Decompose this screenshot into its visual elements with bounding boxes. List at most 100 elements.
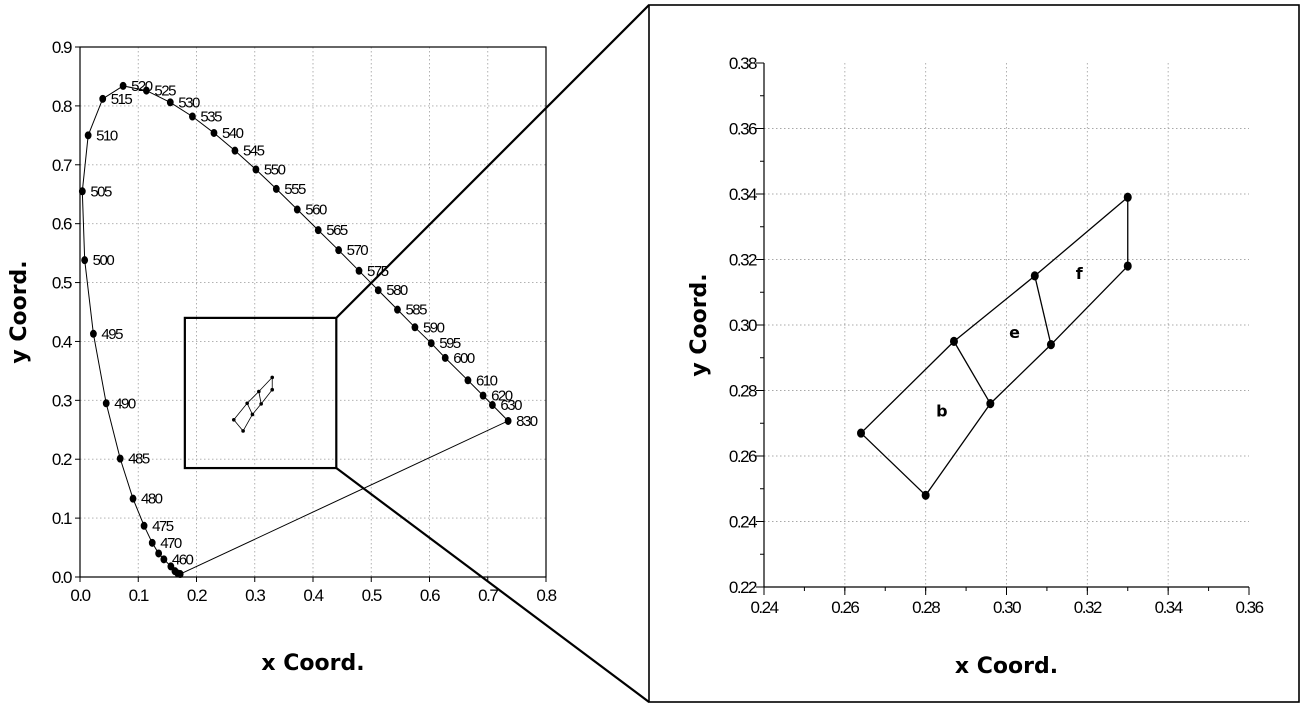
region-label-e: e [1009, 323, 1020, 342]
region-boundary-edge [1050, 265, 1129, 346]
x-tick-label: 0.1 [129, 586, 149, 605]
x-tick-label: 0.4 [303, 586, 323, 605]
wavelength-label: 510 [96, 127, 118, 144]
wavelength-label: 570 [347, 242, 369, 259]
wavelength-point [355, 266, 363, 275]
region-boundary-edge [1034, 196, 1129, 277]
mini-region-edge [260, 389, 273, 405]
wavelength-point [293, 205, 301, 214]
mini-region-edge [246, 403, 253, 415]
wavelength-point [489, 401, 496, 410]
y-tick-label: 0.1 [52, 509, 72, 528]
y-tick-label: 0.22 [729, 578, 757, 597]
mini-region-edge [242, 414, 253, 432]
wavelength-point [81, 256, 89, 265]
region-boundary-edge [953, 341, 991, 404]
wavelength-label: 575 [367, 263, 389, 280]
mini-region-edge [258, 391, 262, 404]
wavelength-label: 475 [152, 518, 174, 535]
mini-region-edge [258, 377, 273, 392]
y-tick-label: 0.34 [729, 185, 757, 204]
wavelength-label: 830 [516, 413, 538, 430]
mini-region-vertex [270, 375, 275, 380]
mini-region-vertex [259, 402, 263, 406]
wavelength-label: 515 [111, 91, 133, 108]
x-tick-label: 0.30 [993, 598, 1021, 617]
wavelength-point [140, 521, 148, 530]
wavelength-point [441, 353, 449, 362]
wavelength-label: 595 [439, 335, 461, 352]
x-tick-label: 0.3 [245, 586, 265, 605]
y-tick-label: 0.28 [729, 382, 757, 401]
y-axis-label: y Coord. [687, 273, 712, 376]
mini-region-vertex [250, 412, 255, 417]
wavelength-point [394, 305, 401, 314]
zoom-connector-top [335, 4, 650, 319]
wavelength-point [78, 187, 86, 196]
y-tick-label: 0.5 [52, 274, 72, 293]
region-vertex-point [921, 490, 930, 500]
wavelength-label: 530 [178, 94, 200, 111]
mini-region-vertex [270, 387, 275, 392]
y-tick-label: 0.36 [729, 120, 757, 139]
wavelength-label: 550 [264, 161, 286, 178]
region-vertex-point [986, 399, 995, 409]
x-tick-label: 0.0 [70, 586, 90, 605]
region-boundary-edge [860, 432, 927, 496]
wavelength-point [210, 128, 218, 137]
wavelength-point [176, 570, 184, 579]
region-label-f: f [1076, 264, 1084, 283]
wavelength-label: 485 [128, 451, 150, 468]
y-tick-label: 0.38 [729, 54, 757, 73]
wavelength-point [155, 549, 163, 558]
wavelength-point [464, 376, 472, 385]
wavelength-label: 580 [386, 282, 408, 299]
wavelength-point [411, 323, 419, 332]
y-tick-label: 0.8 [52, 97, 72, 116]
y-tick-label: 0.7 [52, 156, 72, 175]
mini-region-edge [252, 403, 262, 415]
wavelength-point [99, 94, 107, 103]
region-boundary-edge [1034, 275, 1052, 345]
wavelength-label: 470 [160, 535, 182, 552]
x-tick-label: 0.34 [1155, 598, 1183, 617]
wavelength-label: 495 [101, 326, 123, 343]
y-tick-label: 0.6 [52, 215, 72, 234]
y-tick-label: 0.3 [52, 391, 72, 410]
wavelength-label: 505 [90, 183, 112, 200]
wavelength-label: 590 [423, 319, 445, 336]
x-tick-label: 0.2 [187, 586, 207, 605]
zoomed-region-chart: 0.24 0.26 0.28 0.30 0.32 0.34 0.360.220.240.26… [648, 4, 1300, 703]
wavelength-label: 585 [405, 302, 427, 319]
zoom-region-box [183, 316, 338, 470]
wavelength-point [160, 555, 168, 564]
y-tick-label: 0.4 [52, 332, 72, 351]
wavelength-label: 560 [305, 202, 327, 219]
wavelength-point [119, 81, 127, 90]
region-vertex-point [1123, 192, 1132, 202]
mini-region-vertex [241, 429, 245, 433]
wavelength-label: 535 [200, 108, 222, 125]
wavelength-label: 620 [491, 388, 513, 405]
wavelength-point [129, 494, 137, 503]
y-tick-label: 0.32 [729, 251, 757, 270]
wavelength-point [89, 329, 97, 338]
wavelength-point [148, 538, 156, 547]
mini-region-edge [233, 419, 244, 432]
wavelength-label: 500 [93, 252, 115, 269]
x-tick-label: 0.24 [750, 598, 778, 617]
x-tick-label: 0.28 [912, 598, 940, 617]
wavelength-point [314, 226, 322, 235]
y-tick-label: 0.26 [729, 447, 757, 466]
region-boundary-edge [925, 403, 991, 496]
wavelength-point [166, 98, 174, 107]
region-vertex-point [1030, 271, 1039, 281]
x-tick-label: 0.5 [362, 586, 382, 605]
y-tick-label: 0.9 [52, 38, 72, 57]
wavelength-label: 545 [243, 143, 265, 160]
x-tick-label: 0.8 [536, 586, 556, 605]
region-vertex-point [1046, 340, 1055, 350]
wavelength-label: 480 [141, 491, 163, 508]
region-vertex-point [857, 428, 865, 438]
